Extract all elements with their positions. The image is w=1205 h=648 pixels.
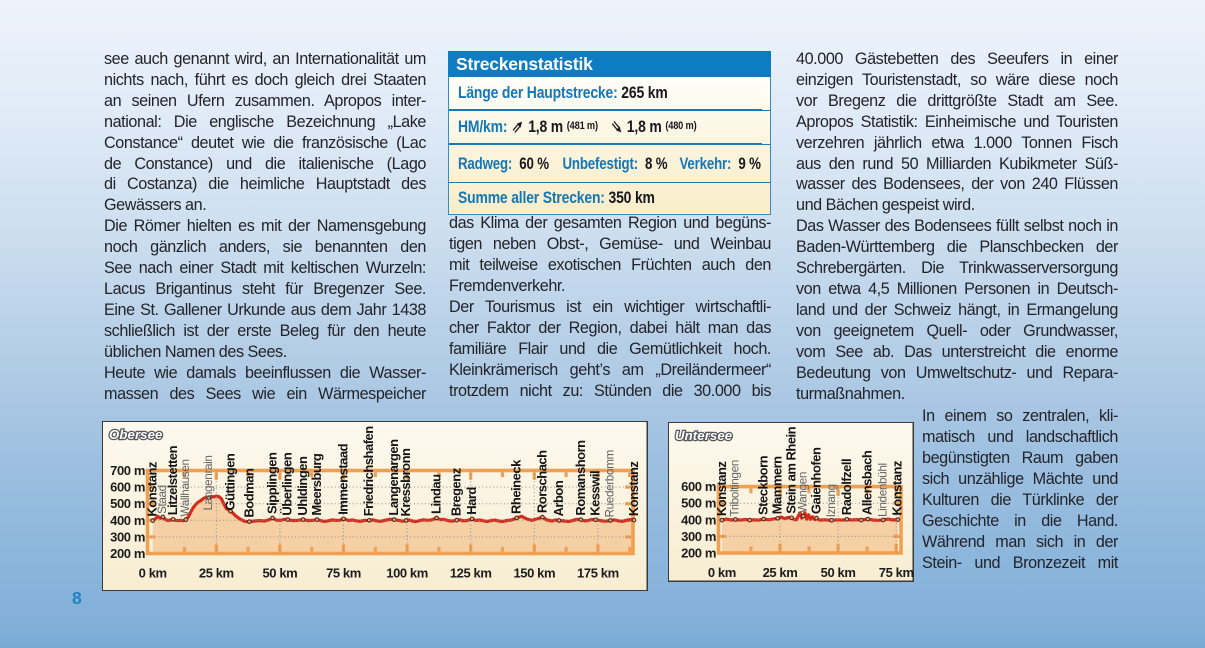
svg-text:Hard: Hard bbox=[464, 486, 479, 514]
svg-text:75 km: 75 km bbox=[326, 565, 361, 580]
svg-text:200 m: 200 m bbox=[110, 546, 145, 561]
svg-text:200 m: 200 m bbox=[681, 546, 716, 561]
svg-text:25 km: 25 km bbox=[763, 565, 798, 580]
svg-text:Langenrain: Langenrain bbox=[201, 455, 215, 510]
svg-text:600 m: 600 m bbox=[681, 479, 716, 494]
svg-text:Staad: Staad bbox=[155, 485, 169, 514]
svg-text:Steckborn: Steckborn bbox=[756, 455, 771, 515]
svg-text:75 km: 75 km bbox=[879, 565, 914, 580]
svg-text:125 km: 125 km bbox=[450, 565, 492, 580]
svg-text:Friedrichshafen: Friedrichshafen bbox=[361, 425, 376, 516]
svg-text:Gaienhofen: Gaienhofen bbox=[808, 447, 823, 514]
svg-text:Litzelstetten: Litzelstetten bbox=[165, 445, 180, 515]
svg-text:Rheineck: Rheineck bbox=[509, 458, 524, 513]
svg-text:Bregenz: Bregenz bbox=[449, 467, 464, 516]
svg-text:400 m: 400 m bbox=[681, 512, 716, 527]
svg-text:Triboltingen: Triboltingen bbox=[728, 460, 742, 516]
svg-text:Meersburg: Meersburg bbox=[309, 453, 324, 516]
svg-text:50 km: 50 km bbox=[821, 565, 856, 580]
svg-text:Radolfzell: Radolfzell bbox=[839, 459, 854, 515]
svg-text:600 m: 600 m bbox=[110, 479, 145, 494]
svg-text:Allensbach: Allensbach bbox=[860, 450, 875, 515]
svg-text:Lindau: Lindau bbox=[429, 473, 444, 513]
svg-text:300 m: 300 m bbox=[110, 529, 145, 544]
svg-text:Arbon: Arbon bbox=[551, 480, 566, 516]
svg-text:Überlingen: Überlingen bbox=[280, 452, 295, 515]
svg-text:Wallhausen: Wallhausen bbox=[178, 459, 192, 516]
svg-text:Bodman: Bodman bbox=[241, 468, 256, 518]
svg-text:Wangen: Wangen bbox=[796, 472, 810, 513]
svg-text:Immenstaad: Immenstaad bbox=[335, 443, 350, 514]
svg-text:700 m: 700 m bbox=[110, 463, 145, 478]
svg-text:400 m: 400 m bbox=[110, 512, 145, 527]
svg-text:Sipplingen: Sipplingen bbox=[264, 452, 279, 514]
svg-text:Ruederbomm: Ruederbomm bbox=[603, 449, 617, 517]
svg-text:Uhldingen: Uhldingen bbox=[295, 455, 310, 515]
svg-text:100 km: 100 km bbox=[386, 565, 428, 580]
svg-text:150 km: 150 km bbox=[513, 565, 555, 580]
svg-text:Mammern: Mammern bbox=[770, 456, 785, 514]
svg-text:Güttingen: Güttingen bbox=[222, 453, 237, 510]
svg-text:Konstanz: Konstanz bbox=[626, 460, 641, 515]
svg-text:Kressbronn: Kressbronn bbox=[398, 447, 413, 516]
svg-text:25 km: 25 km bbox=[199, 565, 234, 580]
svg-text:Langenargen: Langenargen bbox=[386, 438, 401, 515]
svg-text:0 km: 0 km bbox=[139, 565, 167, 580]
svg-text:Stein am Rhein: Stein am Rhein bbox=[784, 426, 799, 513]
svg-text:0 km: 0 km bbox=[708, 565, 736, 580]
svg-text:Iznang: Iznang bbox=[824, 484, 838, 517]
svg-text:Romanshorn: Romanshorn bbox=[573, 439, 588, 515]
svg-text:Rorschach: Rorschach bbox=[534, 449, 549, 512]
svg-text:175 km: 175 km bbox=[577, 565, 619, 580]
svg-text:Untersee: Untersee bbox=[675, 428, 732, 443]
svg-text:Obersee: Obersee bbox=[109, 427, 162, 442]
svg-text:Konstanz: Konstanz bbox=[890, 460, 905, 515]
svg-text:300 m: 300 m bbox=[681, 529, 716, 544]
svg-text:Lindenbühl: Lindenbühl bbox=[876, 463, 890, 517]
svg-text:500 m: 500 m bbox=[681, 496, 716, 511]
svg-text:50 km: 50 km bbox=[262, 565, 297, 580]
svg-text:Konstanz: Konstanz bbox=[145, 461, 160, 516]
svg-text:Konstanz: Konstanz bbox=[714, 461, 729, 516]
svg-text:500 m: 500 m bbox=[110, 496, 145, 511]
svg-text:Kesswil: Kesswil bbox=[588, 470, 603, 515]
